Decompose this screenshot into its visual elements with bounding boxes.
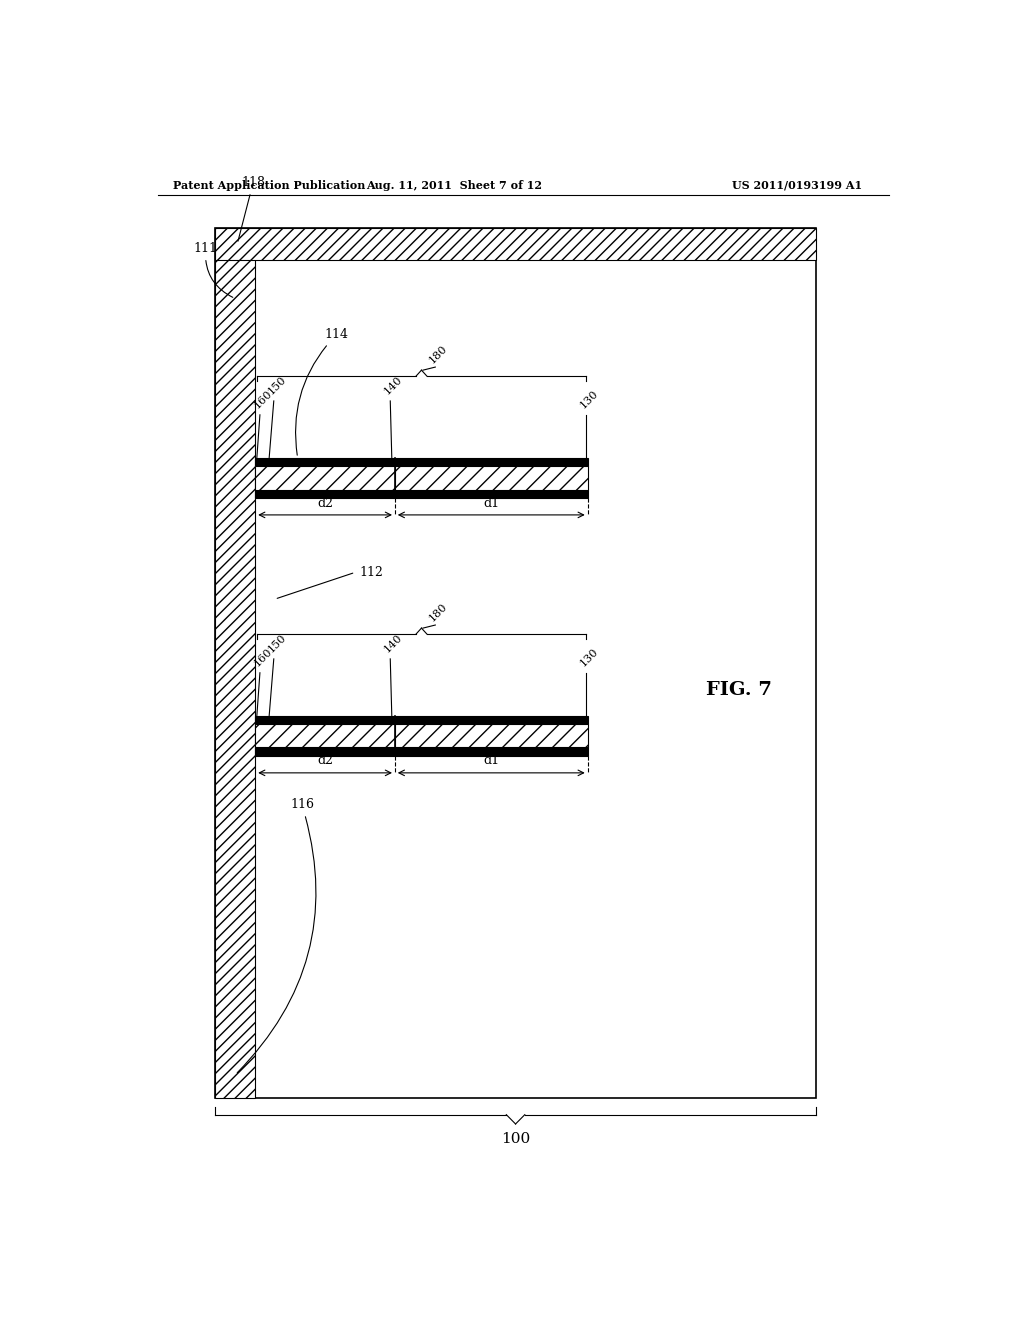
- Text: US 2011/0193199 A1: US 2011/0193199 A1: [732, 180, 862, 191]
- Text: 130: 130: [579, 388, 600, 411]
- Text: 150: 150: [266, 632, 288, 655]
- Bar: [255, 490, 588, 498]
- Bar: [255, 466, 395, 490]
- Text: 130: 130: [579, 645, 600, 668]
- Bar: [395, 466, 588, 490]
- Text: 114: 114: [296, 327, 348, 455]
- Text: 180: 180: [427, 343, 450, 366]
- Bar: [255, 747, 588, 756]
- Text: 140: 140: [382, 374, 404, 396]
- Text: 118: 118: [238, 176, 265, 242]
- Text: 100: 100: [501, 1131, 530, 1146]
- Bar: [255, 725, 395, 747]
- Text: d1: d1: [483, 496, 500, 510]
- Text: 140: 140: [382, 632, 404, 655]
- Text: 180: 180: [427, 602, 450, 623]
- Bar: [395, 725, 588, 747]
- Text: 116: 116: [238, 799, 316, 1073]
- Text: d2: d2: [317, 755, 333, 767]
- Bar: [215, 227, 255, 1098]
- Text: Aug. 11, 2011  Sheet 7 of 12: Aug. 11, 2011 Sheet 7 of 12: [366, 180, 542, 191]
- Text: d1: d1: [483, 755, 500, 767]
- Text: 160: 160: [252, 388, 274, 411]
- Bar: [255, 715, 588, 725]
- Bar: [215, 227, 816, 1098]
- Bar: [255, 458, 588, 466]
- Text: 112: 112: [359, 566, 383, 578]
- Text: FIG. 7: FIG. 7: [706, 681, 772, 698]
- Text: 160: 160: [252, 645, 274, 668]
- Text: d2: d2: [317, 496, 333, 510]
- Text: 111: 111: [194, 242, 232, 297]
- Text: Patent Application Publication: Patent Application Publication: [173, 180, 366, 191]
- Bar: [215, 228, 816, 260]
- Text: 150: 150: [266, 374, 288, 396]
